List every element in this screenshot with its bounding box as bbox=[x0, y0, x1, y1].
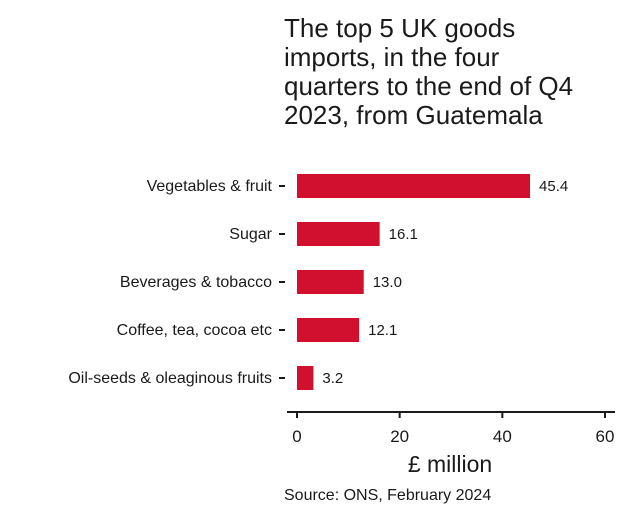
data-label: 45.4 bbox=[539, 178, 568, 195]
data-label: 13.0 bbox=[373, 274, 402, 291]
bar bbox=[297, 222, 380, 246]
source-note: Source: ONS, February 2024 bbox=[284, 487, 492, 504]
bar bbox=[297, 174, 531, 198]
chart-title: The top 5 UK goods imports, in the four … bbox=[284, 14, 604, 130]
data-label: 3.2 bbox=[322, 370, 343, 387]
x-tick-label: 60 bbox=[596, 427, 615, 446]
y-tick-label: Sugar bbox=[229, 226, 272, 243]
y-tick-label: Oil-seeds & oleaginous fruits bbox=[68, 370, 272, 387]
chart-title-line: 2023, from Guatemala bbox=[284, 100, 543, 130]
x-tick-label: 40 bbox=[493, 427, 512, 446]
bar bbox=[297, 318, 360, 342]
data-label: 12.1 bbox=[368, 322, 397, 339]
x-axis-label: £ million bbox=[407, 451, 493, 477]
x-tick-label: 0 bbox=[292, 427, 301, 446]
data-label: 16.1 bbox=[389, 226, 418, 243]
bar bbox=[297, 270, 364, 294]
bar bbox=[297, 366, 314, 390]
y-tick-label: Coffee, tea, cocoa etc bbox=[117, 322, 272, 339]
chart-title-line: imports, in the four bbox=[284, 42, 500, 72]
chart-title-line: quarters to the end of Q4 bbox=[284, 71, 574, 101]
y-tick-label: Vegetables & fruit bbox=[147, 178, 273, 195]
chart-title-line: The top 5 UK goods bbox=[284, 13, 516, 43]
y-tick-label: Beverages & tobacco bbox=[120, 274, 272, 291]
x-tick-label: 20 bbox=[390, 427, 409, 446]
